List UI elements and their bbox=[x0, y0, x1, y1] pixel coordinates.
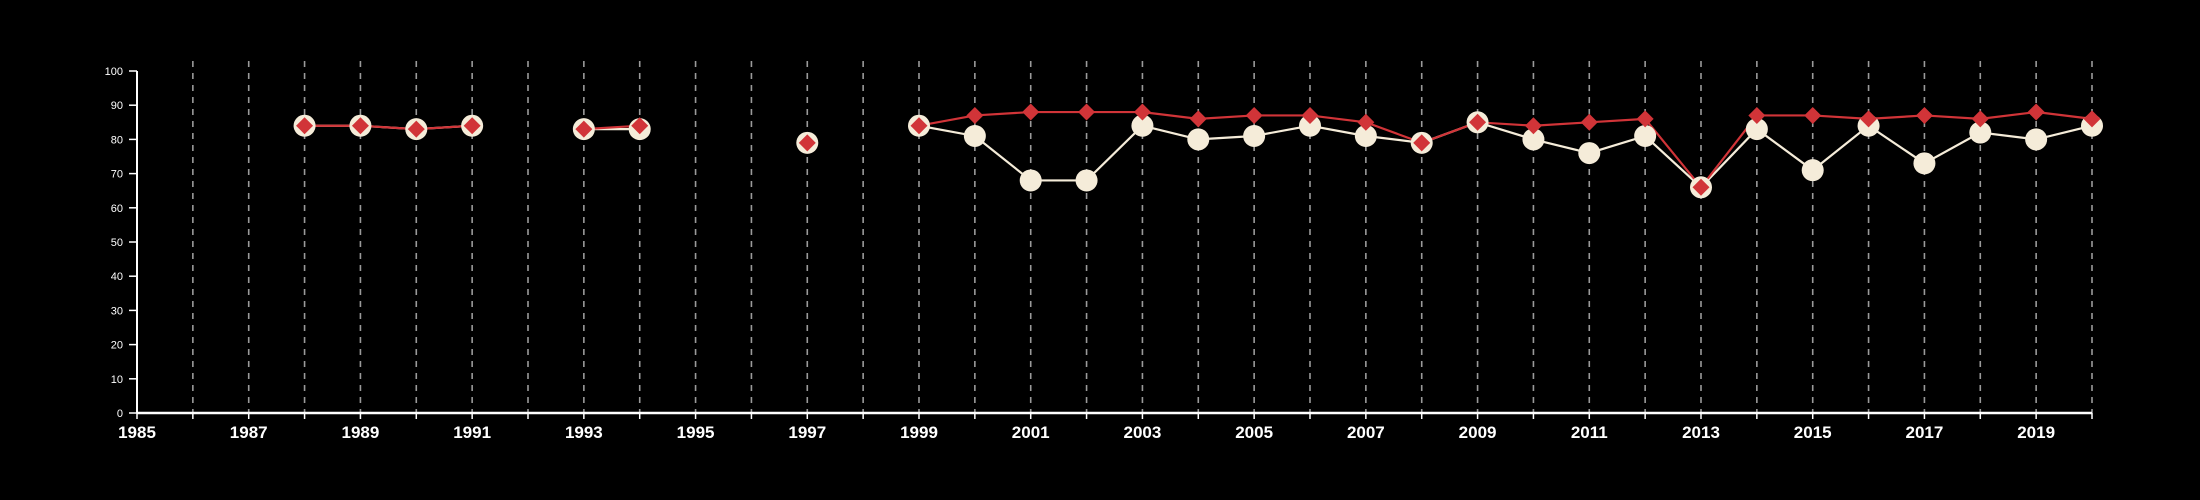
y-tick-label: 80 bbox=[111, 134, 123, 146]
series-2-point bbox=[1133, 103, 1151, 121]
y-tick-label: 90 bbox=[111, 100, 123, 112]
x-tick-label: 1993 bbox=[565, 423, 603, 442]
plot-area bbox=[293, 103, 2103, 199]
x-tick-label: 2015 bbox=[1794, 423, 1832, 442]
series-2-point bbox=[575, 120, 593, 138]
series-2-line bbox=[918, 110, 2093, 190]
y-tick-label: 10 bbox=[111, 374, 123, 386]
series-2-point bbox=[1469, 113, 1487, 131]
series-2-point bbox=[1580, 113, 1598, 131]
y-tick-label: 60 bbox=[111, 203, 123, 215]
y-tick-label: 50 bbox=[111, 237, 123, 249]
series-2-point bbox=[1915, 106, 1933, 124]
series-1-point bbox=[1187, 128, 1210, 151]
grid bbox=[192, 61, 2093, 413]
x-tick-label: 1991 bbox=[453, 423, 491, 442]
series-1-point bbox=[1634, 124, 1657, 147]
series-2-point bbox=[1078, 103, 1096, 121]
series-1-point bbox=[1243, 124, 1266, 147]
series-2-point bbox=[1804, 106, 1822, 124]
series-2-point bbox=[1636, 110, 1654, 128]
y-tick-label: 20 bbox=[111, 340, 123, 352]
series-2-point bbox=[1524, 117, 1542, 135]
series-1-line bbox=[918, 121, 2093, 189]
series-1-point bbox=[1969, 121, 1992, 144]
series-1-point bbox=[1578, 142, 1601, 165]
series-2-point bbox=[1692, 178, 1710, 196]
series-2-point bbox=[966, 106, 984, 124]
series-1-point bbox=[1801, 159, 1824, 182]
series-2-point bbox=[1022, 103, 1040, 121]
y-tick-label: 30 bbox=[111, 305, 123, 317]
series-2-point bbox=[296, 117, 314, 135]
x-tick-label: 1999 bbox=[900, 423, 938, 442]
series-2-point bbox=[1860, 110, 1878, 128]
x-tick-label: 1995 bbox=[677, 423, 715, 442]
series-2-point bbox=[2027, 103, 2045, 121]
series-2-point bbox=[407, 120, 425, 138]
x-tick-label: 2013 bbox=[1682, 423, 1720, 442]
y-tick-label: 70 bbox=[111, 169, 123, 181]
series-2-line bbox=[304, 124, 473, 131]
x-tick-label: 2019 bbox=[2017, 423, 2055, 442]
series-1-point bbox=[1019, 169, 1042, 192]
series-2-point bbox=[1357, 113, 1375, 131]
series-2-point bbox=[1189, 110, 1207, 128]
x-tick-label: 2011 bbox=[1571, 423, 1608, 442]
series-1-point bbox=[1299, 114, 1321, 137]
series-1-point bbox=[1522, 128, 1545, 151]
series-2-point bbox=[351, 117, 369, 135]
x-tick-label: 2001 bbox=[1012, 423, 1050, 442]
y-tick-label: 0 bbox=[117, 408, 123, 420]
series-2-point bbox=[1413, 134, 1431, 152]
series-1-point bbox=[1354, 124, 1377, 147]
x-tick-label: 1989 bbox=[342, 423, 380, 442]
x-tick-label: 1987 bbox=[230, 423, 268, 442]
y-tick-label: 100 bbox=[105, 66, 123, 78]
series-2-point bbox=[798, 134, 816, 152]
series-2-point bbox=[631, 117, 649, 135]
series-2-point bbox=[1748, 106, 1766, 124]
x-tick-label: 1985 bbox=[118, 423, 156, 442]
series-2-point bbox=[1301, 106, 1319, 124]
series-2-point bbox=[463, 117, 481, 135]
series-2-point bbox=[1971, 110, 1989, 128]
series-2-point bbox=[2083, 110, 2101, 128]
y-tick-label: 40 bbox=[111, 271, 123, 283]
x-tick-label: 2017 bbox=[1906, 423, 1944, 442]
series-1-point bbox=[2025, 128, 2048, 151]
x-tick-label: 1997 bbox=[788, 423, 826, 442]
series-1-point bbox=[1075, 169, 1098, 192]
axes: 0 10 20 30 40 50 60 70 80 90 100 1985 1987 1989 1991 19… bbox=[105, 66, 2093, 442]
series-1-point bbox=[1745, 118, 1768, 141]
series-2-point bbox=[1245, 106, 1263, 124]
series-1-point bbox=[1913, 152, 1936, 175]
series-1-point bbox=[963, 124, 986, 147]
x-tick-label: 2009 bbox=[1459, 423, 1497, 442]
series-2-point bbox=[910, 117, 928, 135]
x-tick-label: 2005 bbox=[1235, 423, 1273, 442]
series-1-point bbox=[1131, 114, 1154, 137]
x-tick-label: 2007 bbox=[1347, 423, 1385, 442]
x-tick-label: 2003 bbox=[1124, 423, 1162, 442]
